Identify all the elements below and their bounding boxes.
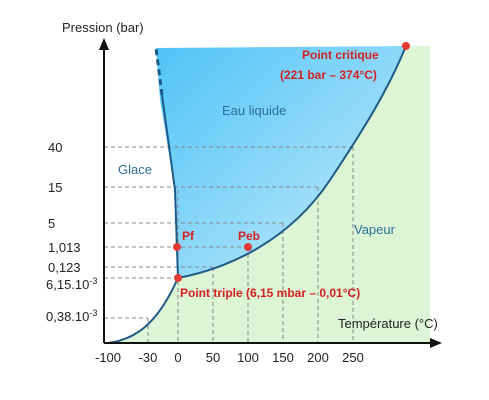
- x-tick-label: 50: [206, 350, 220, 365]
- x-tick-label: 0: [174, 350, 181, 365]
- x-axis-arrow: [430, 338, 442, 348]
- y-tick-label: 1,013: [48, 240, 81, 255]
- boiling-point-marker: [244, 243, 252, 251]
- x-tick-label: 200: [307, 350, 329, 365]
- triple-point-label: Point triple (6,15 mbar – 0,01°C): [180, 286, 360, 300]
- x-tick-label: -30: [139, 350, 158, 365]
- fusion-point-label: Pf: [182, 229, 195, 243]
- critical-point-values: (221 bar – 374°C): [280, 68, 377, 82]
- grid-lines: [104, 146, 354, 343]
- x-tick-label: 100: [237, 350, 259, 365]
- x-tick-label: 250: [342, 350, 364, 365]
- y-axis-label: Pression (bar): [62, 20, 144, 35]
- y-tick-label: 0,38.10-3: [46, 308, 97, 324]
- fusion-point-marker: [173, 243, 181, 251]
- vaporization-curve: [177, 45, 407, 279]
- solid-region-label: Glace: [118, 162, 152, 177]
- y-tick-label: 40: [48, 140, 62, 155]
- y-tick-label: 0,123: [48, 260, 81, 275]
- boiling-point-label: Peb: [238, 229, 260, 243]
- liquid-region: [156, 46, 406, 278]
- liquid-region-label: Eau liquide: [222, 103, 286, 118]
- x-tick-label: -100: [95, 350, 121, 365]
- critical-point-title: Point critique: [302, 48, 379, 62]
- y-tick-label: 6,15.10-3: [46, 276, 97, 292]
- triple-point-marker: [174, 274, 182, 282]
- x-tick-label: 150: [272, 350, 294, 365]
- fusion-curve-extension: [154, 47, 164, 96]
- y-axis-arrow: [99, 38, 109, 50]
- vapor-region: [108, 46, 430, 343]
- x-axis-label: Température (°C): [338, 316, 438, 331]
- vapor-region-label: Vapeur: [354, 222, 396, 237]
- axes: [103, 46, 436, 344]
- critical-point-marker: [402, 42, 410, 50]
- y-tick-label: 5: [48, 216, 55, 231]
- y-tick-label: 15: [48, 180, 62, 195]
- sublimation-curve: [107, 277, 179, 344]
